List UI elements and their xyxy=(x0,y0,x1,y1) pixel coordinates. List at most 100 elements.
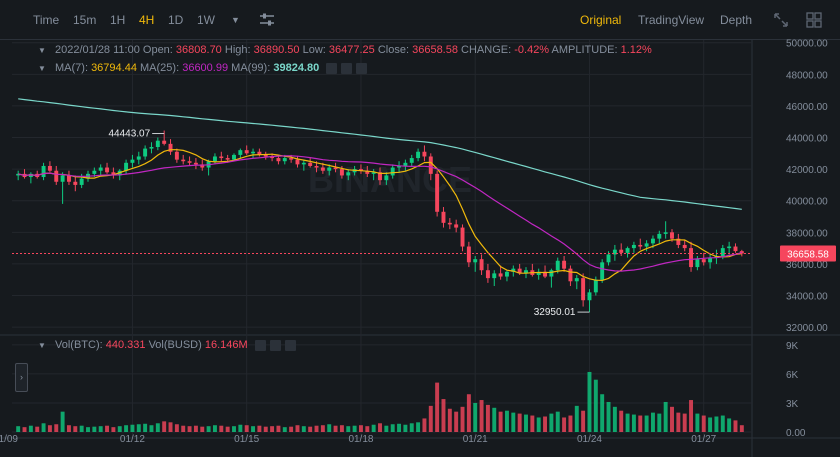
volume-bar xyxy=(333,425,338,432)
volume-tick-label: 0.00 xyxy=(786,428,806,439)
indicator-settings-icon[interactable] xyxy=(258,11,276,29)
current-price-label: 36658.58 xyxy=(787,250,829,261)
volume-bar xyxy=(524,414,528,432)
ma-close-icon[interactable] xyxy=(356,62,368,74)
volume-bar xyxy=(638,415,643,432)
candle-body xyxy=(232,154,236,160)
candle-body xyxy=(339,169,344,176)
time-tick-label: 01/21 xyxy=(463,434,488,445)
candle-body xyxy=(289,158,294,160)
volume-bar xyxy=(105,425,110,432)
volume-bar xyxy=(511,412,516,432)
candle-body xyxy=(733,246,738,252)
candle-body xyxy=(644,243,649,247)
open-value: 36808.70 xyxy=(175,44,222,56)
volume-bar xyxy=(92,426,97,432)
expand-panel-handle[interactable]: › xyxy=(15,363,28,392)
more-intervals-caret-icon[interactable]: ▼ xyxy=(231,15,240,25)
volume-bar xyxy=(384,425,389,432)
ma99-value: 39824.80 xyxy=(273,62,320,74)
ma-settings-icon[interactable] xyxy=(341,62,353,74)
low-annotation-label: 32950.01 xyxy=(534,307,576,318)
volume-bar xyxy=(739,425,744,432)
interval-4h[interactable]: 4H xyxy=(139,13,155,27)
candle-body xyxy=(193,162,198,165)
ma-info: MA(7): 36794.44 MA(25): 36600.99 MA(99):… xyxy=(55,62,368,74)
price-tick-label: 38000.00 xyxy=(786,228,828,239)
volume-bar xyxy=(219,425,224,432)
candle-body xyxy=(670,232,674,239)
interval-1d[interactable]: 1D xyxy=(168,13,184,27)
candle-body xyxy=(397,165,402,168)
vol-close-icon[interactable] xyxy=(284,339,296,351)
volume-bar xyxy=(238,424,243,432)
candle-body xyxy=(485,270,490,279)
interval-1w[interactable]: 1W xyxy=(197,13,215,27)
volume-bar xyxy=(28,425,33,432)
volume-bar xyxy=(162,421,167,432)
candle-body xyxy=(536,271,541,275)
candle-body xyxy=(105,167,110,173)
candle-body xyxy=(60,175,65,182)
candle-body xyxy=(600,262,605,280)
volume-axis: 9K 6K 3K 0.00 xyxy=(786,341,806,439)
candle-body xyxy=(168,143,173,152)
volume-bars-layer xyxy=(16,371,744,432)
high-value: 36890.50 xyxy=(253,44,300,56)
candle-body xyxy=(378,172,382,181)
collapse-ohlc-caret-icon[interactable]: ▼ xyxy=(38,46,46,55)
ma-visibility-icon[interactable] xyxy=(326,62,338,74)
volume-bar xyxy=(16,426,21,432)
candle-body xyxy=(555,260,560,271)
collapse-vol-caret-icon[interactable]: ▼ xyxy=(38,341,46,350)
view-original[interactable]: Original xyxy=(580,13,622,27)
candle-body xyxy=(308,162,313,166)
amplitude-value: 1.12% xyxy=(620,44,652,56)
candle-body xyxy=(638,244,643,247)
candle-body xyxy=(549,270,554,277)
volume-bar xyxy=(517,413,522,432)
volume-bar xyxy=(676,412,681,432)
view-tradingview[interactable]: TradingView xyxy=(638,13,705,27)
volume-bar xyxy=(54,424,59,432)
ma7-line xyxy=(18,149,742,282)
collapse-ma-caret-icon[interactable]: ▼ xyxy=(38,64,46,73)
candle-body xyxy=(657,233,662,239)
candle-body xyxy=(435,173,440,212)
layout-grid-icon[interactable] xyxy=(805,11,823,29)
interval-1h[interactable]: 1H xyxy=(110,13,126,27)
volume-bar xyxy=(346,426,351,432)
volume-bar xyxy=(466,394,471,432)
candle-body xyxy=(225,158,230,160)
candle-body xyxy=(174,151,179,160)
volume-bar xyxy=(708,417,713,432)
interval-time[interactable]: Time xyxy=(33,13,60,27)
price-tick-label: 34000.00 xyxy=(786,292,828,303)
volume-bar xyxy=(657,413,662,432)
fullscreen-icon[interactable] xyxy=(772,11,790,29)
view-depth[interactable]: Depth xyxy=(720,13,753,27)
open-label: Open: xyxy=(142,44,173,56)
candle-body xyxy=(320,167,325,171)
candle-body xyxy=(301,162,306,165)
volume-bar xyxy=(670,406,674,432)
volume-bar xyxy=(733,420,738,432)
interval-15m[interactable]: 15m xyxy=(73,13,97,27)
candle-body xyxy=(447,222,452,225)
candle-body xyxy=(155,140,160,148)
price-axis: 50000.00 48000.00 46000.00 44000.00 42000.00… xyxy=(12,39,836,334)
vol-visibility-icon[interactable] xyxy=(254,339,266,351)
volume-info: Vol(BTC): 440.331 Vol(BUSD) 16.146M xyxy=(55,339,296,351)
volume-bar xyxy=(200,426,205,432)
volume-bar xyxy=(60,411,65,432)
candle-body xyxy=(473,259,478,263)
volume-bar xyxy=(682,413,687,432)
candle-body xyxy=(479,259,484,271)
vol-settings-icon[interactable] xyxy=(269,339,281,351)
volume-bar xyxy=(568,415,573,432)
volume-bar xyxy=(485,404,490,432)
candle-body xyxy=(54,170,59,182)
volume-bar xyxy=(409,423,414,432)
candle-body xyxy=(212,156,217,162)
